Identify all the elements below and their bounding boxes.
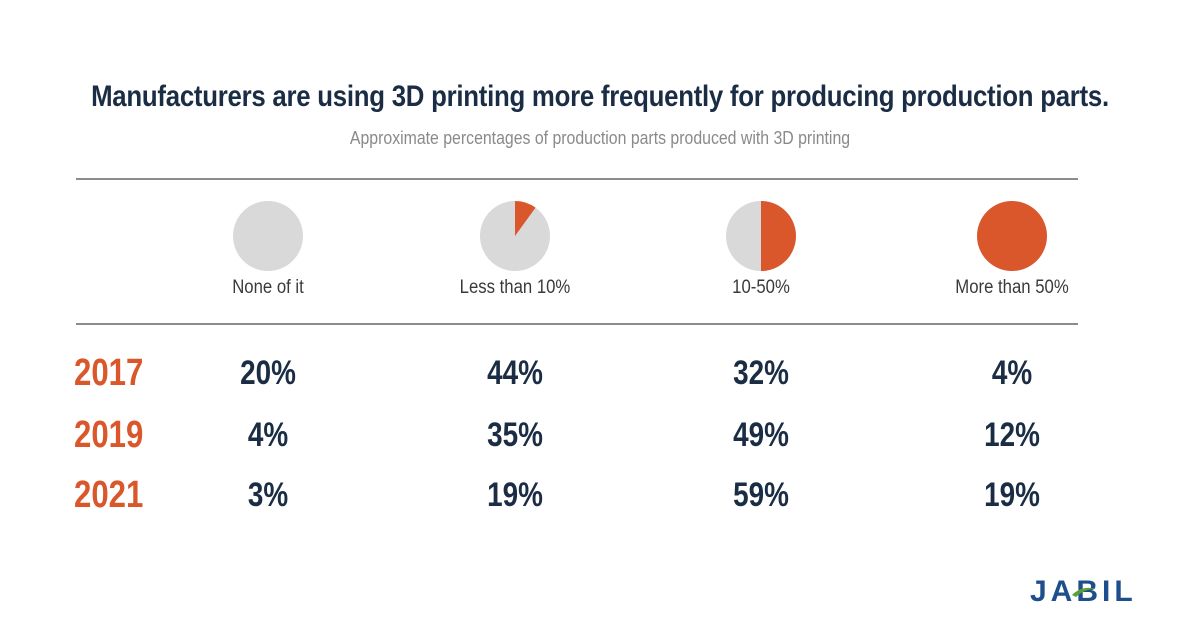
percentage-cell: 20% [240, 354, 296, 392]
percentage-cell: 59% [733, 476, 789, 514]
category-label: 10-50% [732, 277, 790, 298]
jabil-logo: JABIL [1030, 575, 1133, 607]
pie-icon-2 [726, 201, 796, 271]
top-divider [76, 178, 1078, 180]
percentage-cell: 49% [733, 416, 789, 454]
pie-icon-1 [480, 201, 550, 271]
year-label: 2017 [74, 352, 144, 394]
category-label: Less than 10% [459, 277, 571, 298]
percentage-cell: 19% [487, 476, 543, 514]
year-label: 2021 [74, 474, 144, 516]
percentage-cell: 44% [487, 354, 543, 392]
pie-slice [515, 201, 536, 236]
percentage-cell: 35% [487, 416, 543, 454]
pie-base [977, 201, 1047, 271]
pie-icon-0 [233, 201, 303, 271]
percentage-cell: 32% [733, 354, 789, 392]
percentage-cell: 3% [247, 476, 289, 514]
pie-base [233, 201, 303, 271]
chart-subtitle: Approximate percentages of production pa… [349, 128, 851, 148]
header-divider [76, 323, 1078, 325]
pie-icon-3 [977, 201, 1047, 271]
pie-slice [761, 201, 796, 271]
chart-title: Manufacturers are using 3D printing more… [91, 80, 1109, 113]
percentage-cell: 19% [984, 476, 1040, 514]
year-label: 2019 [74, 414, 144, 456]
category-label: None of it [232, 277, 304, 298]
percentage-cell: 4% [991, 354, 1033, 392]
logo-swoosh [1072, 587, 1096, 597]
percentage-cell: 12% [984, 416, 1040, 454]
category-label: More than 50% [955, 277, 1069, 298]
percentage-cell: 4% [247, 416, 289, 454]
